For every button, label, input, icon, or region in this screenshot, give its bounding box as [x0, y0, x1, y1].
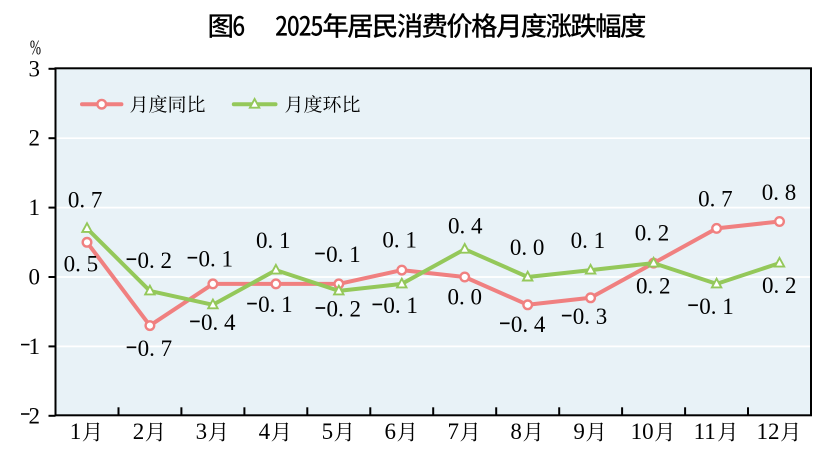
svg-text:%: % [30, 35, 41, 59]
svg-text:7: 7 [448, 419, 460, 444]
svg-text:0. 7: 0. 7 [68, 188, 103, 213]
svg-text:0. 0: 0. 0 [447, 284, 482, 309]
svg-text:0. 7: 0. 7 [698, 187, 733, 212]
svg-text:5: 5 [322, 419, 334, 444]
svg-text:1: 1 [29, 334, 41, 359]
svg-text:0. 2: 0. 2 [636, 274, 671, 299]
svg-text:0. 3: 0. 3 [573, 304, 608, 329]
svg-text:0. 1: 0. 1 [699, 294, 734, 319]
svg-text:0. 4: 0. 4 [201, 310, 236, 335]
svg-text:0. 2: 0. 2 [138, 248, 173, 273]
svg-text:9: 9 [573, 419, 585, 444]
svg-text:0. 1: 0. 1 [258, 292, 293, 317]
svg-text:0. 2: 0. 2 [762, 273, 797, 298]
svg-text:0. 1: 0. 1 [383, 293, 418, 318]
svg-text:1: 1 [29, 195, 41, 220]
svg-text:2: 2 [29, 403, 41, 428]
svg-text:0. 7: 0. 7 [138, 336, 173, 361]
svg-text:3: 3 [196, 419, 208, 444]
svg-text:0: 0 [29, 265, 41, 290]
svg-text:1: 1 [70, 419, 82, 444]
svg-text:0. 4: 0. 4 [511, 312, 546, 337]
svg-text:0. 2: 0. 2 [635, 221, 670, 246]
svg-text:2: 2 [133, 419, 145, 444]
svg-text:11: 11 [694, 419, 716, 444]
svg-text:0. 1: 0. 1 [326, 242, 361, 267]
svg-text:12: 12 [757, 419, 780, 444]
svg-text:2: 2 [29, 126, 41, 151]
svg-text:3: 3 [29, 56, 41, 81]
svg-text:8: 8 [510, 419, 522, 444]
svg-text:0. 8: 0. 8 [762, 180, 797, 205]
svg-text:6: 6 [385, 419, 397, 444]
svg-text:4: 4 [259, 419, 271, 444]
svg-text:0. 0: 0. 0 [510, 235, 545, 260]
svg-text:10: 10 [631, 419, 654, 444]
svg-text:0. 5: 0. 5 [64, 251, 99, 276]
svg-text:0. 1: 0. 1 [382, 228, 417, 253]
svg-text:0. 4: 0. 4 [448, 213, 483, 238]
svg-text:0. 1: 0. 1 [571, 228, 606, 253]
svg-text:0. 2: 0. 2 [327, 297, 362, 322]
svg-text:0. 1: 0. 1 [256, 228, 291, 253]
svg-text:0. 1: 0. 1 [199, 246, 234, 271]
